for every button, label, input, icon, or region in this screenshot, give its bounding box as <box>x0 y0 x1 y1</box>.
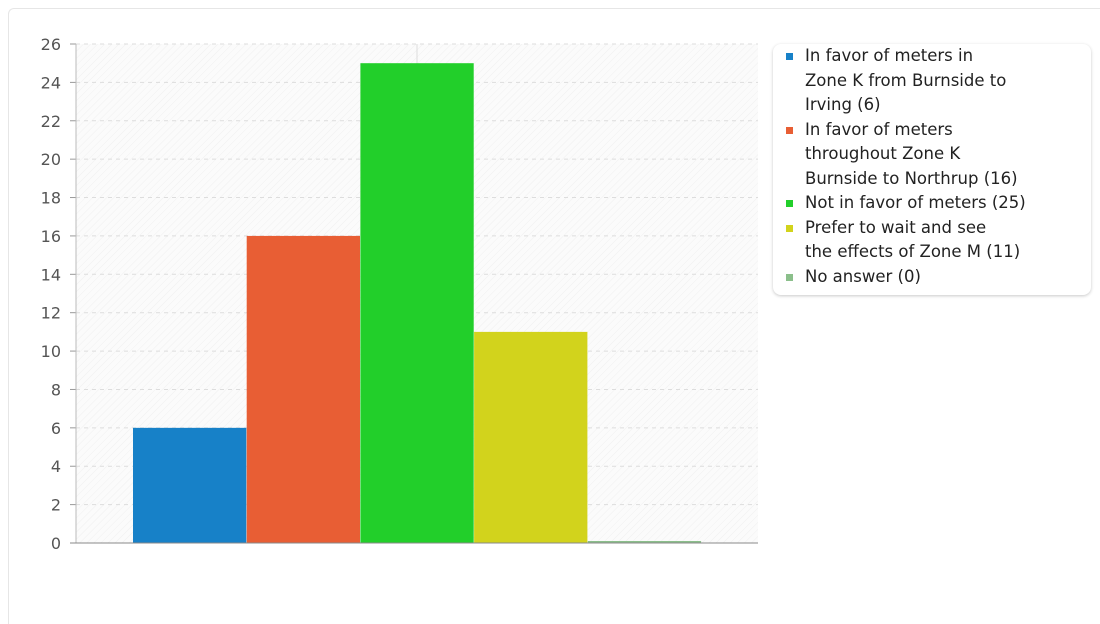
legend-label-line: Irving (6) <box>805 95 881 114</box>
y-tick-label: 8 <box>51 380 61 399</box>
legend-swatch <box>786 273 793 281</box>
legend-label-line: throughout Zone K <box>805 144 961 163</box>
bar <box>474 331 588 543</box>
legend-label-line: Burnside to Northrup (16) <box>805 168 1018 188</box>
bar <box>360 63 474 543</box>
chart-legend: In favor of meters in Zone K from Burnsid… <box>773 44 1091 295</box>
grid-lines <box>76 43 758 543</box>
legend-label-line: Not in favor of meters (25) <box>805 193 1026 212</box>
legend-item: Prefer to wait and see the effects of Zon… <box>773 216 1091 265</box>
axes <box>70 44 758 544</box>
legend-label-line: Zone K from Burnside to <box>805 70 1007 90</box>
legend-label-line: In favor of meters <box>805 119 953 139</box>
y-tick-label: 6 <box>51 419 61 438</box>
legend-item: Not in favor of meters (25) <box>773 191 1091 216</box>
legend-item: In favor of meters throughout Zone K Burns… <box>773 118 1091 192</box>
legend-item: In favor of meters in Zone K from Burnsid… <box>773 44 1091 118</box>
y-tick-label: 20 <box>41 150 61 169</box>
legend-item: No answer (0) <box>773 265 1091 290</box>
y-tick-label: 14 <box>41 265 61 284</box>
legend-label-line: the effects of Zone M (11) <box>805 242 1021 261</box>
legend-label-line: Prefer to wait and see <box>805 217 987 237</box>
legend-label-line: In favor of meters in <box>805 46 974 65</box>
y-tick-label: 10 <box>41 342 61 361</box>
legend-swatch <box>786 53 793 60</box>
y-tick-label: 12 <box>41 304 61 323</box>
legend-swatch <box>786 224 793 232</box>
y-tick-label: 16 <box>41 227 61 246</box>
y-tick-label: 2 <box>51 496 61 515</box>
y-tick-label: 26 <box>41 35 61 54</box>
legend-label-line: No answer (0) <box>805 266 921 286</box>
bar <box>246 235 360 543</box>
y-tick-label: 0 <box>51 534 61 553</box>
bar <box>587 541 702 543</box>
bars <box>133 63 702 543</box>
legend-swatch <box>786 200 793 207</box>
y-tick-label: 24 <box>41 73 61 92</box>
y-tick-label: 22 <box>41 112 61 131</box>
legend-swatch <box>786 126 793 134</box>
y-tick-label: 4 <box>51 457 61 476</box>
y-tick-label: 18 <box>41 189 61 208</box>
bar <box>133 427 247 543</box>
